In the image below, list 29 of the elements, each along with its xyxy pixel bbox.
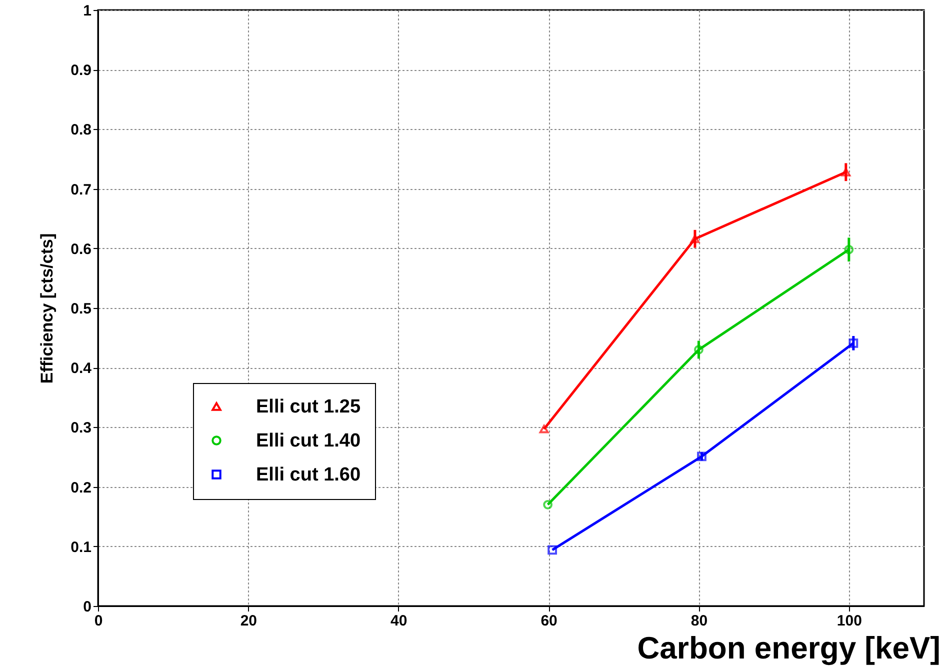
point — [690, 234, 700, 244]
point — [548, 545, 558, 555]
x-tick-label: 80 — [690, 612, 708, 630]
legend-label: Elli cut 1.60 — [256, 464, 361, 486]
x-tick-label: 60 — [540, 612, 558, 630]
y-tick-label: 0.2 — [70, 479, 92, 496]
legend-label: Elli cut 1.25 — [256, 396, 361, 418]
y-tick-label: 0.4 — [70, 360, 92, 378]
y-tick-label: 0.8 — [70, 122, 92, 139]
y-tick-label: 1 — [83, 2, 92, 20]
x-tick-label: 20 — [240, 612, 258, 630]
x-tick-label: 100 — [836, 612, 862, 630]
y-tick-label: 0.5 — [70, 300, 92, 318]
point — [841, 168, 851, 176]
y-tick-label: 0.7 — [70, 181, 92, 198]
point — [694, 345, 704, 354]
legend-label: Elli cut 1.40 — [256, 430, 361, 452]
x-tick-label: 40 — [390, 612, 408, 630]
y-tick-label: 0 — [83, 598, 92, 616]
point — [848, 338, 858, 348]
x-tick-label: 0 — [94, 612, 103, 630]
y-tick-label: 0.9 — [70, 62, 92, 80]
y-tick-label: 0.3 — [70, 420, 92, 437]
y-tick-label: 0.6 — [70, 240, 92, 258]
y-tick-label: 0.1 — [70, 538, 92, 556]
x-axis-title: Carbon energy [keV] — [637, 630, 940, 666]
point — [539, 424, 549, 434]
y-axis-title: Efficiency [cts/cts] — [38, 233, 57, 384]
point — [697, 452, 706, 462]
